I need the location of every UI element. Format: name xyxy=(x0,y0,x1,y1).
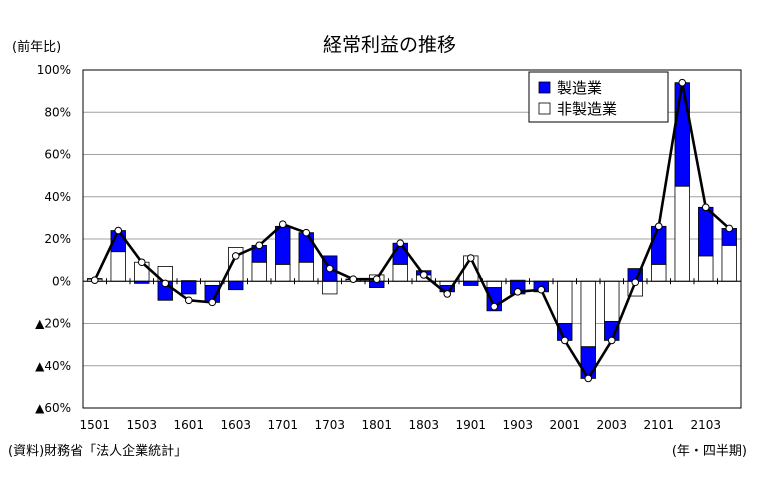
total-point xyxy=(537,285,546,294)
bar-non-manufacturing xyxy=(275,263,291,282)
x-tick-label: 1801 xyxy=(361,418,392,432)
total-point xyxy=(701,203,710,212)
total-point xyxy=(161,279,170,288)
total-point xyxy=(278,220,287,229)
y-tick-label: 100% xyxy=(37,63,71,77)
x-axis-period-label: (年・四半期) xyxy=(671,444,747,459)
bar-non-manufacturing xyxy=(204,280,220,286)
y-tick-label: 60% xyxy=(44,148,71,162)
total-point xyxy=(325,264,334,273)
bar-manufacturing xyxy=(181,280,197,295)
bar-manufacturing xyxy=(275,225,291,265)
total-point xyxy=(396,239,405,248)
total-line xyxy=(90,78,734,383)
total-point xyxy=(90,276,99,284)
x-tick-label: 2003 xyxy=(596,418,627,432)
plot-frame xyxy=(82,69,742,409)
bar-manufacturing xyxy=(463,280,479,286)
y-axis-unit-label: (前年比) xyxy=(12,40,62,55)
y-tick-label: ▲60% xyxy=(35,401,71,415)
total-point xyxy=(513,288,522,296)
bar-non-manufacturing xyxy=(251,261,267,282)
x-tick-label: 2103 xyxy=(690,418,721,432)
bar-non-manufacturing xyxy=(721,244,737,282)
total-point xyxy=(560,336,569,345)
legend-label-non-manufacturing: 非製造業 xyxy=(557,100,617,118)
bar-non-manufacturing xyxy=(392,263,408,282)
bar-non-manufacturing xyxy=(604,280,620,322)
y-tick-label: ▲20% xyxy=(35,317,71,331)
total-point xyxy=(137,258,146,267)
chart-title: 経常利益の推移 xyxy=(322,34,456,56)
y-tick-label: 0% xyxy=(52,274,71,288)
total-point xyxy=(466,254,475,262)
source-note: (資料)財務省「法人企業統計」 xyxy=(8,444,188,459)
bar-manufacturing xyxy=(674,82,690,187)
y-tick-label: ▲40% xyxy=(35,359,71,373)
bar-non-manufacturing xyxy=(486,280,502,288)
x-tick-label: 1603 xyxy=(220,418,251,432)
total-point xyxy=(490,302,499,311)
x-tick-label: 1901 xyxy=(455,418,486,432)
x-tick-label: 1503 xyxy=(126,418,157,432)
legend-box xyxy=(528,71,669,123)
y-tick-label: 80% xyxy=(44,105,71,119)
total-point xyxy=(231,252,240,260)
bar-non-manufacturing xyxy=(322,280,338,295)
bar-manufacturing xyxy=(651,225,667,265)
x-tick-label: 1701 xyxy=(267,418,298,432)
bar-manufacturing xyxy=(298,232,314,263)
total-point xyxy=(443,290,452,298)
bar-non-manufacturing xyxy=(674,185,690,282)
gridlines xyxy=(83,111,741,367)
legend-swatch-manufacturing xyxy=(538,81,551,94)
bar-non-manufacturing xyxy=(651,263,667,282)
total-point xyxy=(725,224,734,233)
x-tick-label: 1501 xyxy=(79,418,110,432)
total-point xyxy=(631,278,640,287)
total-point xyxy=(607,336,616,345)
total-line-path xyxy=(93,82,731,381)
total-point xyxy=(372,275,381,283)
bar-non-manufacturing xyxy=(698,255,714,282)
total-point xyxy=(349,275,358,283)
total-point xyxy=(419,271,428,279)
legend-swatch-non-manufacturing xyxy=(538,102,551,115)
bar-non-manufacturing xyxy=(298,261,314,282)
total-point xyxy=(114,226,123,235)
tick-labels: 100% 80% 60% 40% 20% 0% ▲20% ▲40% ▲60% 1501 1503 16… xyxy=(35,63,721,432)
bar-manufacturing xyxy=(580,346,596,379)
legend-label-manufacturing: 製造業 xyxy=(557,79,602,97)
x-tick-label: 1803 xyxy=(408,418,439,432)
total-point xyxy=(255,241,264,250)
total-point xyxy=(584,374,593,383)
total-point xyxy=(654,222,663,231)
y-tick-label: 20% xyxy=(44,232,71,246)
bar-non-manufacturing xyxy=(580,280,596,348)
x-tick-label: 2001 xyxy=(549,418,580,432)
bar-manufacturing xyxy=(698,206,714,257)
total-point xyxy=(208,298,217,307)
x-tick-label: 1601 xyxy=(173,418,204,432)
x-tick-label: 2101 xyxy=(643,418,674,432)
total-point xyxy=(302,228,311,237)
bars xyxy=(87,82,737,379)
bar-non-manufacturing xyxy=(110,251,126,282)
total-point xyxy=(678,78,687,87)
y-tick-label: 40% xyxy=(44,190,71,204)
x-tick-label: 1703 xyxy=(314,418,345,432)
bar-manufacturing xyxy=(228,280,244,291)
x-tick-label: 1903 xyxy=(502,418,533,432)
bar-non-manufacturing xyxy=(557,280,573,324)
total-point xyxy=(184,296,193,305)
